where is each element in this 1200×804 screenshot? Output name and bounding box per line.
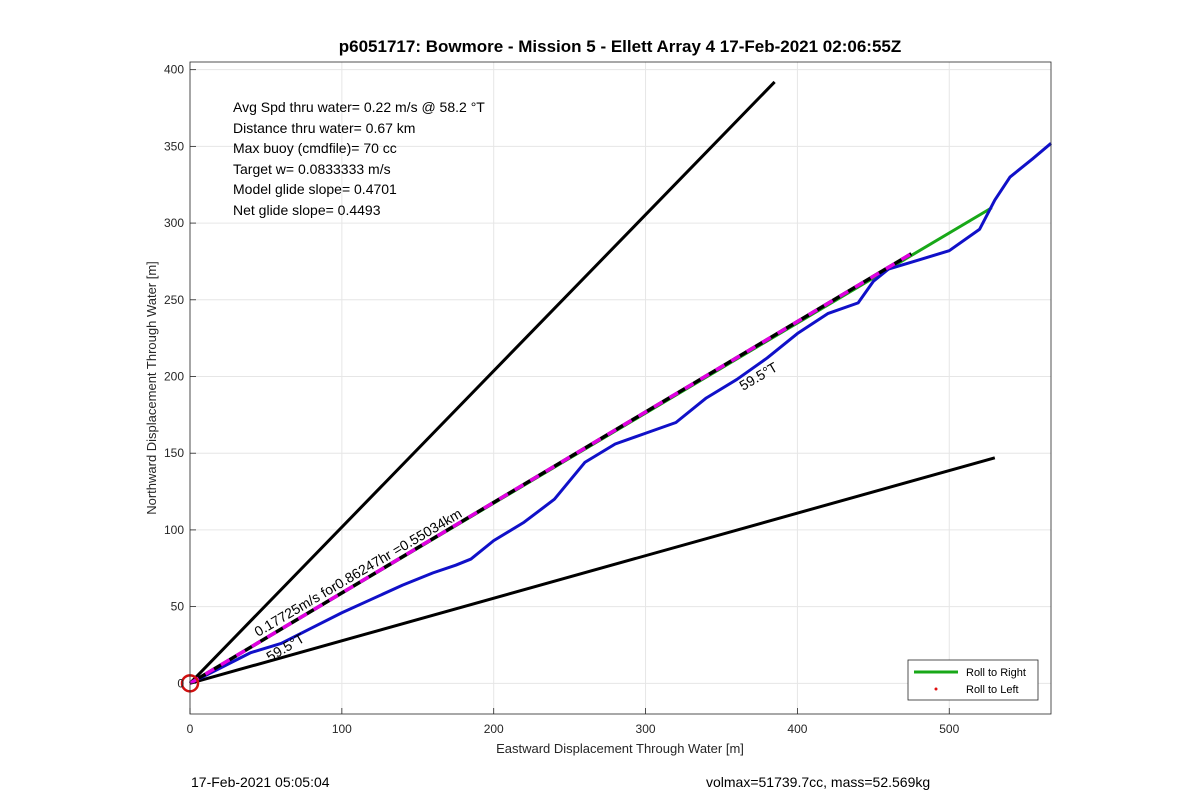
bound-line-lower [189,456,996,685]
grid-lines [189,62,1051,714]
y-tick-label: 350 [164,139,184,153]
x-tick-label: 0 [187,722,194,736]
annotation-line-2: Distance thru water= 0.67 km [233,120,415,136]
chart-title: p6051717: Bowmore - Mission 5 - Ellett A… [339,37,902,56]
footer-timestamp: 17-Feb-2021 05:05:04 [191,774,330,790]
annotation-line-3: Max buoy (cmdfile)= 70 cc [233,140,397,156]
annotation-line-6: Net glide slope= 0.4493 [233,202,381,218]
average-velocity-line [189,252,913,685]
x-tick-label: 400 [787,722,807,736]
y-tick-label: 50 [171,600,185,614]
y-tick-label: 0 [177,676,184,690]
annotation-line-5: Model glide slope= 0.4701 [233,181,397,197]
y-axis-label: Northward Displacement Through Water [m] [144,261,159,515]
legend-label-roll-left: Roll to Left [966,684,1019,696]
glider-track-line [189,142,1052,685]
stats-annotation: Avg Spd thru water= 0.22 m/s @ 58.2 °T D… [233,99,485,218]
y-tick-label: 100 [164,523,184,537]
axis-ticks: 0 100 200 300 400 500 0 50 100 150 200 250 300 350 400 [164,63,960,736]
x-tick-label: 300 [636,722,656,736]
y-tick-label: 400 [164,63,184,77]
x-tick-label: 200 [484,722,504,736]
plot-frame [189,61,1052,715]
bound-line-upper [188,80,776,685]
annotation-line-1: Avg Spd thru water= 0.22 m/s @ 58.2 °T [233,99,485,115]
x-axis-label: Eastward Displacement Through Water [m] [496,741,744,756]
y-tick-label: 150 [164,446,184,460]
series-layer [180,80,1052,693]
plot-area [190,62,1051,714]
legend-swatch-roll-left [934,687,938,691]
y-tick-label: 250 [164,293,184,307]
x-tick-label: 100 [332,722,352,736]
annotation-line-4: Target w= 0.0833333 m/s [233,161,391,177]
legend-label-roll-right: Roll to Right [966,667,1026,679]
x-tick-label: 500 [939,722,959,736]
footer-volmax-mass: volmax=51739.7cc, mass=52.569kg [706,774,930,790]
legend: Roll to Right Roll to Left [907,659,1039,701]
y-tick-label: 300 [164,216,184,230]
y-tick-label: 200 [164,369,184,383]
legend-box [907,659,1039,701]
